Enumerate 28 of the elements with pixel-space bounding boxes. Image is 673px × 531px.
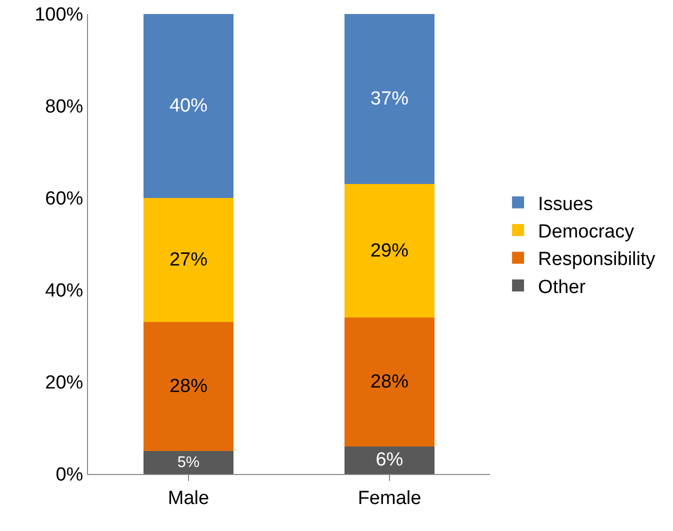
y-tick-label: 80% (45, 96, 84, 118)
y-tick-label: 20% (45, 372, 84, 394)
legend-label: Issues (538, 194, 593, 215)
legend-label: Responsibility (538, 249, 656, 270)
y-tick-label: 0% (56, 464, 84, 486)
data-label: 29% (370, 240, 409, 262)
legend-label: Democracy (538, 221, 635, 242)
data-label: 5% (177, 454, 200, 471)
x-tick-label: Male (168, 488, 210, 509)
y-tick-label: 60% (45, 188, 84, 210)
y-tick-label: 100% (34, 4, 84, 26)
data-label: 40% (169, 96, 208, 116)
bar (143, 14, 234, 198)
y-tick-label: 40% (45, 280, 84, 302)
bar (344, 318, 435, 446)
data-label: 6% (376, 450, 404, 471)
data-label: 28% (169, 376, 208, 398)
bar (143, 322, 234, 451)
data-label: 37% (370, 88, 409, 110)
data-label: 28% (370, 372, 409, 392)
bar (344, 184, 435, 318)
bar (143, 198, 234, 322)
bar (143, 451, 234, 474)
data-label: 27% (169, 250, 208, 271)
bar (344, 14, 435, 184)
legend-label: Other (538, 276, 586, 298)
bar (344, 446, 435, 474)
x-tick-label: Female (358, 488, 422, 509)
